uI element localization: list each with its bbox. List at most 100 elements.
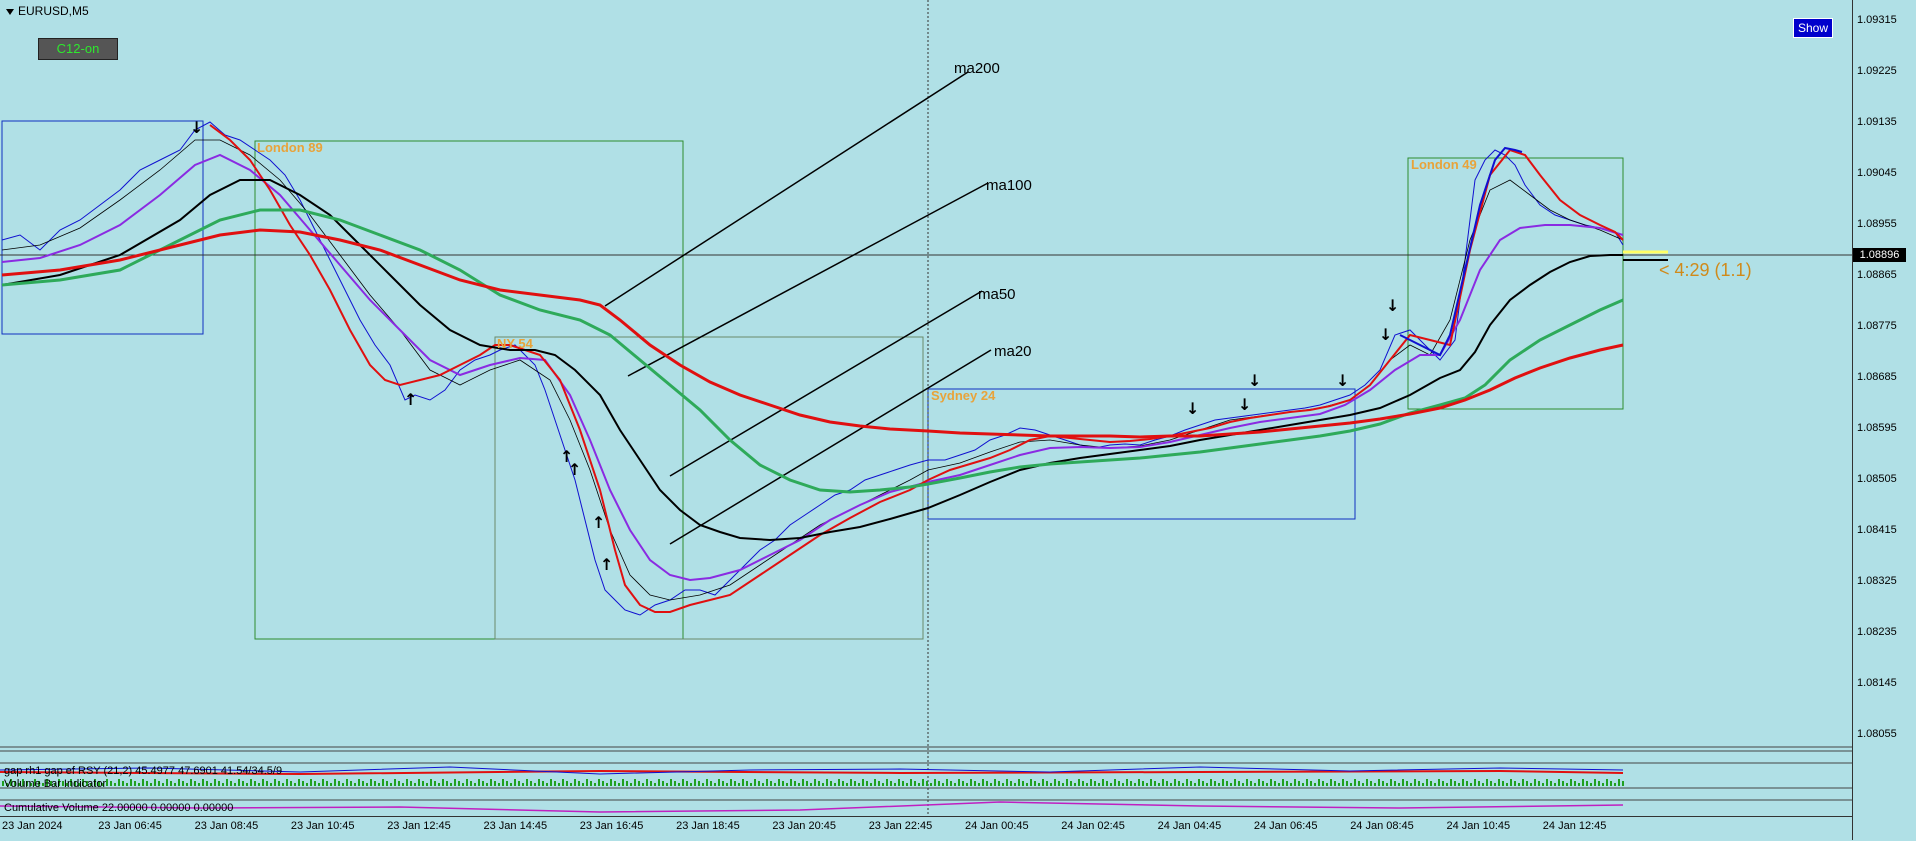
volume-bar: [122, 781, 124, 786]
volume-bar: [470, 781, 472, 786]
volume-bar: [166, 779, 168, 786]
volume-bar: [174, 783, 176, 786]
time-tick: 23 Jan 06:45: [98, 820, 162, 832]
volume-bar: [658, 779, 660, 786]
volume-bar: [998, 781, 1000, 786]
time-tick: 24 Jan 06:45: [1253, 820, 1318, 832]
volume-bar: [282, 783, 284, 786]
volume-bar: [1090, 779, 1092, 786]
volume-bar: [662, 781, 664, 786]
volume-bar: [1378, 779, 1380, 786]
show-button[interactable]: Show: [1793, 18, 1833, 38]
volume-bar: [630, 783, 632, 786]
volume-bar: [1334, 781, 1336, 786]
volume-bar: [262, 779, 264, 786]
volume-bar: [1322, 781, 1324, 786]
volume-bar: [1350, 783, 1352, 786]
volume-bar: [598, 779, 600, 786]
volume-bar: [494, 781, 496, 786]
volume-bar: [1126, 779, 1128, 786]
volume-bar: [234, 783, 236, 786]
svg-text:↑: ↑: [600, 555, 613, 574]
volume-bar: [1574, 781, 1576, 786]
volume-bar: [1438, 779, 1440, 786]
volume-bar: [30, 783, 32, 786]
volume-bar: [810, 783, 812, 786]
price-tick: 1.08685: [1857, 371, 1897, 383]
price-scale[interactable]: 1.09315 1.09225 1.09135 1.09045 1.08955 1.088…: [1852, 0, 1916, 840]
svg-text:↓: ↓: [1186, 399, 1199, 418]
indicator-toggle-button[interactable]: C12-on: [38, 38, 118, 60]
volume-bar: [1390, 779, 1392, 786]
time-axis[interactable]: 23 Jan 2024 23 Jan 06:45 23 Jan 08:45 23 Ja…: [0, 816, 1852, 841]
volume-bar: [138, 783, 140, 786]
svg-text:↑: ↑: [560, 447, 573, 466]
volume-bar: [982, 779, 984, 786]
volume-bar: [178, 779, 180, 786]
volume-bar: [58, 779, 60, 786]
symbol-text: EURUSD,M5: [18, 4, 89, 18]
volume-bar: [938, 781, 940, 786]
volume-bar: [294, 783, 296, 786]
volume-bar: [210, 783, 212, 786]
volume-bar: [198, 783, 200, 786]
volume-bar: [694, 779, 696, 786]
session-label-london2: London 49: [1411, 157, 1477, 172]
time-tick: 23 Jan 12:45: [387, 820, 451, 832]
volume-bar: [1178, 781, 1180, 786]
volume-bar: [1254, 783, 1256, 786]
volume-bar: [730, 779, 732, 786]
price-tick: 1.09045: [1857, 167, 1897, 179]
volume-bar: [442, 779, 444, 786]
volume-bar: [1314, 783, 1316, 786]
volume-bar: [1226, 781, 1228, 786]
volume-bar: [722, 781, 724, 786]
volume-bar: [1590, 783, 1592, 786]
volume-bar: [1578, 783, 1580, 786]
volume-bar: [858, 783, 860, 786]
volume-bar: [1398, 783, 1400, 786]
volume-bar: [838, 779, 840, 786]
volume-bar: [1154, 781, 1156, 786]
symbol-label[interactable]: EURUSD,M5: [6, 4, 89, 18]
volume-bar: [366, 783, 368, 786]
volume-bar: [134, 781, 136, 786]
volume-bar: [338, 781, 340, 786]
dropdown-arrow-icon[interactable]: [6, 8, 14, 15]
volume-bar: [970, 779, 972, 786]
volume-bar: [814, 779, 816, 786]
price-tick: 1.09225: [1857, 65, 1897, 77]
volume-bar: [350, 781, 352, 786]
volume-bar: [446, 781, 448, 786]
svg-text:↓: ↓: [1248, 371, 1261, 390]
volume-bar: [1558, 779, 1560, 786]
volume-bar: [1418, 781, 1420, 786]
volume-bar: [1166, 781, 1168, 786]
volume-bar: [390, 783, 392, 786]
volume-bar: [562, 779, 564, 786]
volume-bar: [918, 783, 920, 786]
volume-bar: [1562, 781, 1564, 786]
volume-bar: [606, 783, 608, 786]
volume-bar: [1078, 779, 1080, 786]
volume-bar: [1082, 781, 1084, 786]
volume-bar: [502, 779, 504, 786]
volume-bar: [250, 779, 252, 786]
volume-bar: [1382, 781, 1384, 786]
volume-bar: [842, 781, 844, 786]
volume-bar: [678, 783, 680, 786]
volume-bar: [290, 781, 292, 786]
volume-bar: [1526, 781, 1528, 786]
ma100-pointer: [627, 182, 989, 377]
volume-bar: [558, 783, 560, 786]
ma50-pointer: [669, 290, 983, 477]
volume-bar: [130, 779, 132, 786]
volume-bar: [1058, 781, 1060, 786]
volume-bar: [818, 781, 820, 786]
volume-bar: [1402, 779, 1404, 786]
volume-bar: [1546, 779, 1548, 786]
volume-bar: [582, 783, 584, 786]
volume-bar: [1582, 779, 1584, 786]
volume-bar: [1034, 781, 1036, 786]
